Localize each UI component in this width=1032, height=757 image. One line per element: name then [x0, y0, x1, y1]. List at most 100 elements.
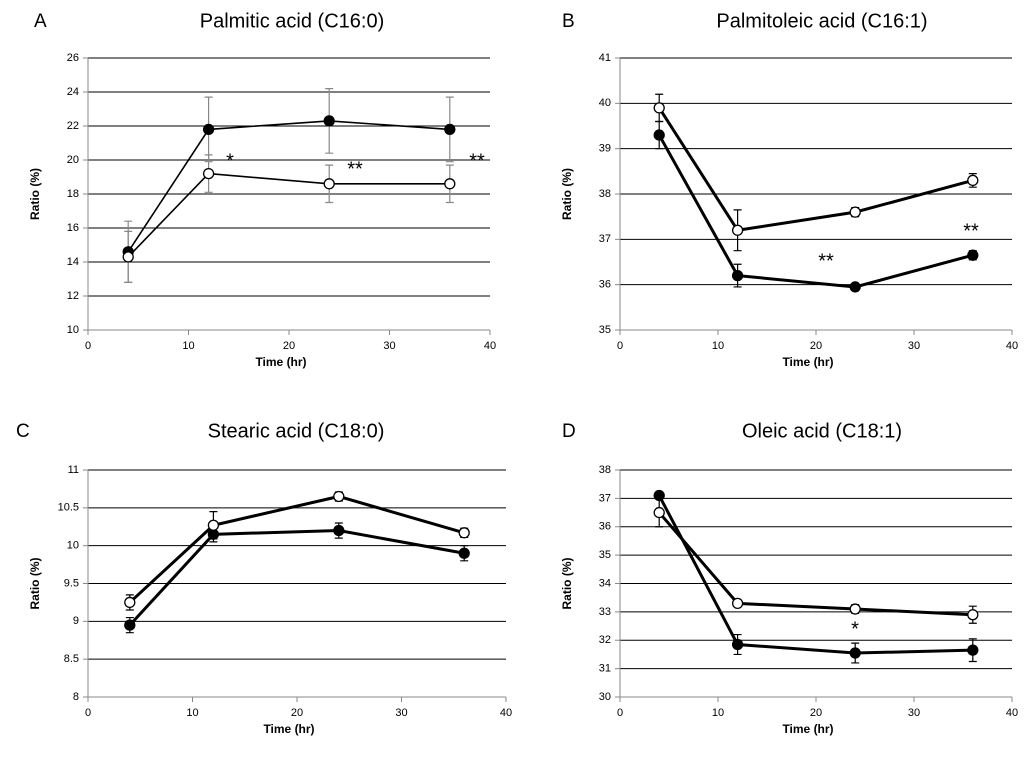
x-axis-label: Time (hr) [782, 355, 833, 369]
x-axis-label: Time (hr) [263, 722, 314, 736]
x-tick-label: 0 [617, 707, 623, 719]
panel-label: B [562, 11, 575, 32]
panel-label: A [34, 11, 47, 32]
y-tick-label: 30 [599, 691, 611, 703]
marker [849, 603, 861, 615]
y-axis-label: Ratio (%) [28, 168, 42, 220]
series-line [657, 134, 974, 289]
marker [967, 609, 979, 621]
y-tick-label: 8.5 [64, 653, 79, 665]
annotation: ** [469, 150, 485, 172]
y-tick-label: 18 [67, 188, 79, 200]
y-tick-label: 10 [67, 324, 79, 336]
series-line [657, 107, 974, 232]
x-tick-label: 40 [500, 707, 512, 719]
marker [124, 619, 136, 631]
y-tick-label: 36 [599, 279, 611, 291]
chart-title: Palmitic acid (C16:0) [200, 10, 385, 32]
x-tick-label: 10 [712, 707, 724, 719]
y-tick-label: 35 [599, 549, 611, 561]
series-line [128, 494, 465, 604]
y-tick-label: 39 [599, 143, 611, 155]
y-axis-label: Ratio (%) [560, 168, 574, 220]
marker [122, 251, 134, 263]
marker [323, 115, 335, 127]
panel-label: D [562, 421, 576, 442]
marker [731, 638, 744, 651]
y-tick-label: 24 [67, 86, 79, 98]
marker [653, 102, 665, 114]
y-tick-label: 40 [599, 97, 611, 109]
y-tick-label: 8 [73, 691, 79, 703]
y-tick-label: 10.5 [58, 502, 79, 514]
y-tick-label: 26 [67, 52, 79, 64]
y-tick-label: 35 [599, 324, 611, 336]
chart-title: Palmitoleic acid (C16:1) [716, 10, 927, 32]
y-tick-label: 36 [599, 521, 611, 533]
marker [207, 519, 220, 531]
y-tick-label: 22 [67, 120, 79, 132]
marker [731, 597, 744, 610]
chart-title: Oleic acid (C18:1) [742, 420, 902, 442]
x-tick-label: 30 [395, 707, 407, 719]
x-axis-label: Time (hr) [255, 355, 306, 369]
x-tick-label: 40 [1006, 707, 1018, 719]
y-tick-label: 37 [599, 492, 611, 504]
y-tick-label: 34 [599, 577, 611, 589]
y-tick-label: 20 [67, 154, 79, 166]
annotation: ** [818, 250, 834, 272]
y-tick-label: 9.5 [64, 577, 79, 589]
x-tick-label: 0 [85, 707, 91, 719]
y-axis-label: Ratio (%) [560, 558, 574, 610]
marker [323, 178, 335, 190]
marker [967, 249, 979, 261]
marker [731, 224, 744, 236]
y-tick-label: 16 [67, 222, 79, 234]
y-tick-label: 9 [73, 615, 79, 627]
x-tick-label: 30 [908, 340, 920, 352]
y-tick-label: 38 [599, 188, 611, 200]
marker [653, 506, 665, 519]
y-tick-label: 31 [599, 663, 611, 675]
series-line [127, 172, 450, 258]
series-line [127, 120, 450, 253]
marker [202, 123, 215, 136]
marker [849, 647, 861, 659]
marker [124, 596, 136, 609]
x-tick-label: 20 [283, 340, 295, 352]
marker [333, 490, 345, 503]
x-tick-label: 10 [186, 707, 198, 719]
marker [967, 644, 979, 656]
y-tick-label: 32 [599, 634, 611, 646]
x-tick-label: 40 [484, 340, 496, 352]
y-tick-label: 11 [68, 464, 79, 476]
marker [653, 129, 665, 141]
marker [849, 206, 861, 218]
annotation: * [851, 618, 859, 640]
y-tick-label: 37 [599, 233, 611, 245]
x-tick-label: 10 [182, 340, 194, 352]
series-line [657, 494, 973, 655]
marker [967, 174, 979, 187]
x-tick-label: 0 [85, 340, 91, 352]
x-tick-label: 20 [291, 707, 303, 719]
x-tick-label: 30 [383, 340, 395, 352]
marker [444, 123, 456, 136]
x-tick-label: 40 [1006, 340, 1018, 352]
y-tick-label: 14 [67, 256, 79, 268]
y-tick-label: 10 [67, 540, 79, 552]
x-tick-label: 0 [617, 340, 623, 352]
x-axis-label: Time (hr) [782, 722, 833, 736]
series-line [128, 529, 465, 627]
marker [202, 167, 215, 180]
y-tick-label: 38 [599, 464, 611, 476]
y-tick-label: 33 [599, 606, 611, 618]
chart-title: Stearic acid (C18:0) [208, 420, 385, 442]
marker [458, 527, 470, 539]
x-tick-label: 20 [810, 707, 822, 719]
x-tick-label: 20 [810, 340, 822, 352]
y-tick-label: 12 [67, 290, 79, 302]
marker [849, 281, 861, 293]
annotation: * [226, 150, 234, 172]
